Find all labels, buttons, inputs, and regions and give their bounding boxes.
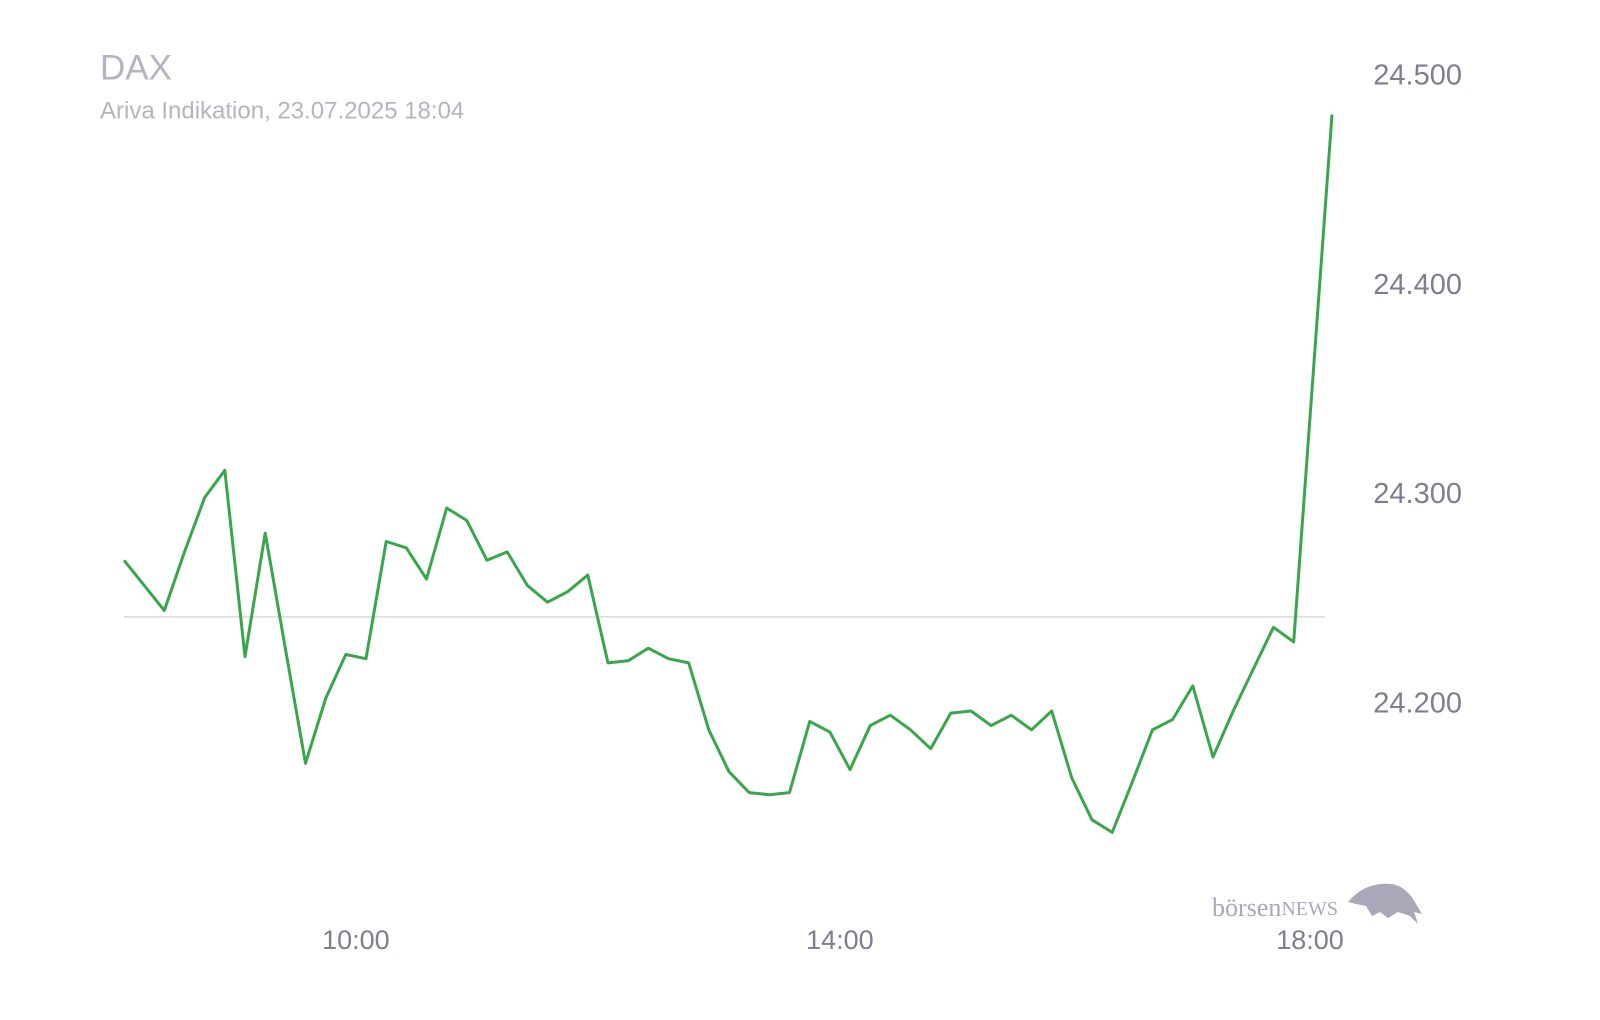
watermark-part: NEWS <box>1281 898 1338 920</box>
price-line <box>122 114 1334 834</box>
y-tick-label: 24.300 <box>1373 478 1462 510</box>
y-tick-label: 24.400 <box>1373 269 1462 301</box>
watermark-part: börsen <box>1212 893 1281 922</box>
x-tick-label: 10:00 <box>322 925 390 955</box>
x-tick-label: 14:00 <box>806 925 874 955</box>
watermark: börsenNEWS <box>1212 883 1422 924</box>
x-tick-label: 18:00 <box>1276 925 1344 955</box>
bull-icon <box>1348 883 1422 924</box>
y-tick-label: 24.200 <box>1373 687 1462 719</box>
watermark-text: börsenNEWS <box>1212 893 1338 922</box>
chart-title: DAX <box>100 48 172 87</box>
chart-subtitle: Ariva Indikation, 23.07.2025 18:04 <box>100 97 464 124</box>
y-tick-label: 24.500 <box>1373 60 1462 92</box>
